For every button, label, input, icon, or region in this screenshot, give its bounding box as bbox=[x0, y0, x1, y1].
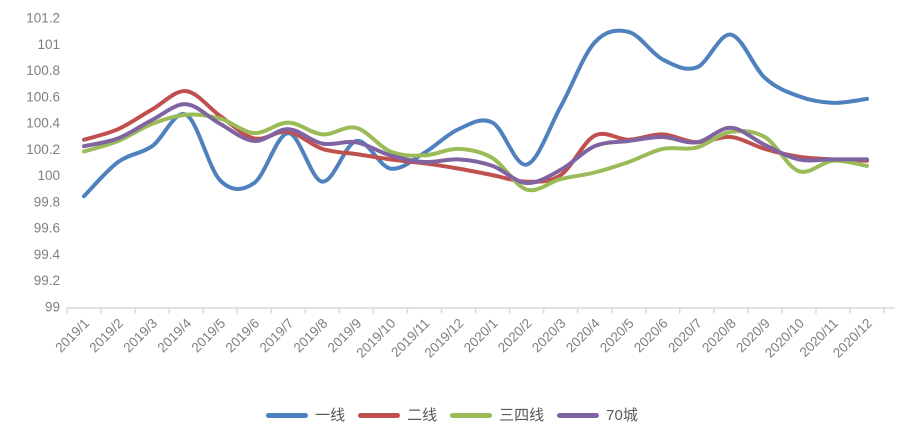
x-axis-tick-label: 2019/3 bbox=[120, 316, 160, 356]
x-axis-tick-label: 2019/2 bbox=[86, 316, 126, 356]
y-axis-tick-label: 99.6 bbox=[34, 221, 60, 236]
x-axis-tick-label: 2019/8 bbox=[291, 316, 331, 356]
x-axis-tick-label: 2020/7 bbox=[665, 316, 705, 356]
y-axis-tick-label: 100.2 bbox=[26, 142, 60, 157]
series-line-2 bbox=[82, 112, 869, 193]
tier2-line-swatch bbox=[358, 413, 401, 418]
y-axis-tick-label: 101.2 bbox=[26, 11, 60, 26]
series-line-1 bbox=[82, 89, 869, 184]
x-axis-tick-label: 2020/1 bbox=[461, 316, 501, 356]
y-axis-tick-label: 101 bbox=[37, 37, 60, 52]
x-axis-tick-label: 2020/3 bbox=[529, 316, 569, 356]
legend-label-tier2: 二线 bbox=[407, 407, 438, 424]
x-axis-tick-label: 2020/2 bbox=[495, 316, 535, 356]
legend-item-tier2: 二线 bbox=[358, 408, 437, 423]
y-axis-tick-label: 99.2 bbox=[34, 273, 60, 288]
x-axis-tick-label: 2020/4 bbox=[563, 315, 603, 355]
x-axis-tick-label: 2019/6 bbox=[223, 316, 263, 356]
legend-item-tier34: 三四线 bbox=[450, 408, 544, 423]
legend-label-tier34: 三四线 bbox=[499, 407, 545, 424]
x-axis-tick-label: 2019/1 bbox=[52, 316, 92, 356]
legend-item-tier1: 一线 bbox=[266, 408, 345, 423]
y-axis-tick-label: 100.4 bbox=[26, 116, 60, 131]
tier34-line-swatch bbox=[450, 413, 493, 418]
chart-legend: 一线 二线 三四线 70城 bbox=[0, 408, 904, 423]
y-axis-tick-label: 99.8 bbox=[34, 194, 60, 209]
x-axis-tick-label: 2019/5 bbox=[189, 316, 229, 356]
x-axis-tick-label: 2019/4 bbox=[154, 315, 194, 355]
y-axis-tick-label: 100.6 bbox=[26, 89, 60, 104]
series-line-3 bbox=[82, 102, 869, 186]
x-axis-tick-label: 2020/6 bbox=[631, 316, 671, 356]
legend-item-70cities: 70城 bbox=[557, 408, 638, 423]
series-line-0 bbox=[82, 28, 869, 199]
y-axis-tick-label: 99.4 bbox=[34, 247, 61, 262]
legend-label-70cities: 70城 bbox=[606, 407, 638, 424]
y-axis-tick-label: 100 bbox=[37, 168, 60, 183]
y-axis-tick-label: 99 bbox=[45, 300, 60, 315]
cities70-line-swatch bbox=[557, 413, 600, 418]
x-axis-tick-label: 2019/7 bbox=[257, 316, 297, 356]
y-axis-tick-label: 100.8 bbox=[26, 63, 60, 78]
x-axis-tick-label: 2020/5 bbox=[597, 316, 637, 356]
x-axis-tick-label: 2020/8 bbox=[699, 316, 739, 356]
legend-label-tier1: 一线 bbox=[315, 407, 346, 424]
tier1-line-swatch bbox=[266, 413, 309, 418]
